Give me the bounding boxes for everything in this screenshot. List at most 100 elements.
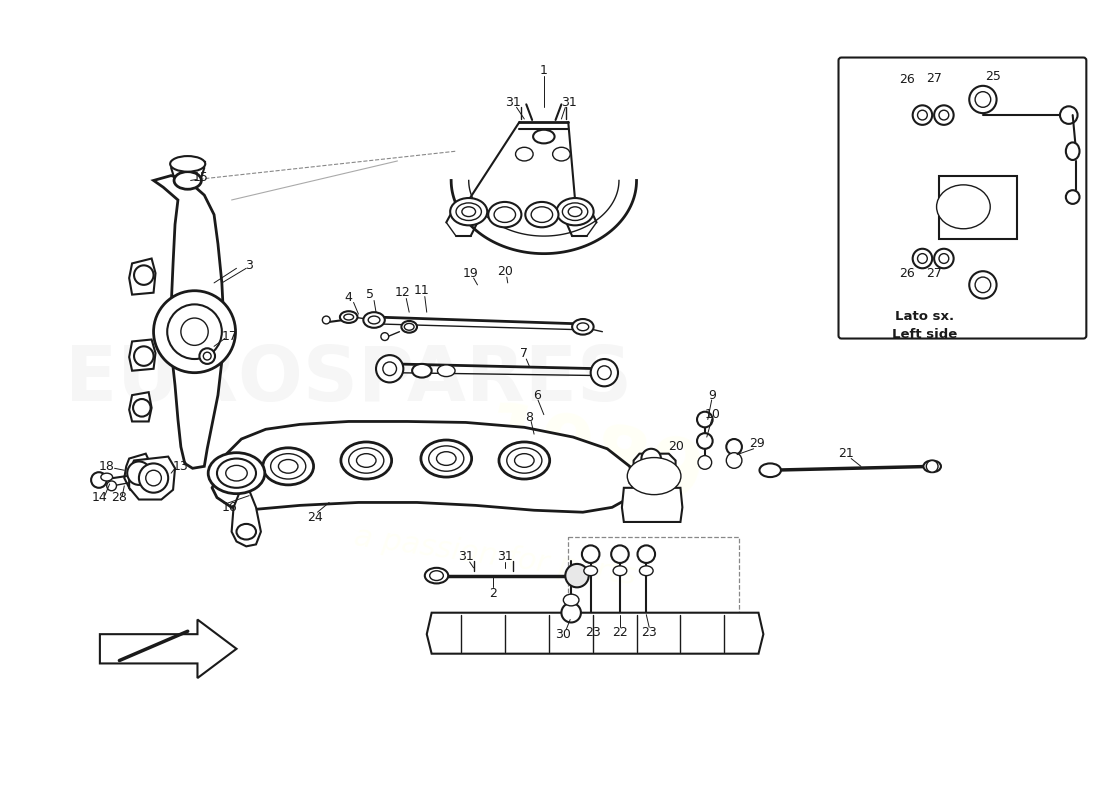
Text: 5: 5	[366, 288, 374, 301]
Ellipse shape	[341, 442, 392, 479]
Text: 16: 16	[222, 501, 238, 514]
Circle shape	[934, 249, 954, 268]
Text: 23: 23	[585, 626, 601, 638]
Circle shape	[133, 399, 151, 417]
Ellipse shape	[421, 440, 472, 477]
Polygon shape	[129, 258, 155, 294]
Ellipse shape	[584, 566, 597, 576]
Ellipse shape	[488, 202, 521, 227]
Text: 20: 20	[668, 440, 683, 454]
Text: 14: 14	[92, 491, 108, 504]
Text: 31: 31	[458, 550, 474, 562]
Text: 1: 1	[540, 64, 548, 77]
Circle shape	[134, 346, 154, 366]
Ellipse shape	[412, 364, 431, 378]
Circle shape	[697, 433, 713, 449]
Circle shape	[917, 254, 927, 263]
Ellipse shape	[381, 333, 388, 341]
Circle shape	[597, 366, 612, 379]
Polygon shape	[232, 483, 261, 546]
Ellipse shape	[456, 203, 482, 221]
Ellipse shape	[562, 203, 587, 221]
Polygon shape	[427, 613, 763, 654]
Ellipse shape	[208, 453, 265, 494]
Text: 1989: 1989	[475, 397, 711, 520]
Ellipse shape	[578, 323, 588, 330]
Circle shape	[698, 456, 712, 470]
Circle shape	[697, 412, 713, 427]
Text: 7: 7	[520, 346, 528, 360]
Circle shape	[565, 564, 588, 587]
Text: 21: 21	[838, 447, 855, 460]
Text: 6: 6	[534, 389, 541, 402]
Ellipse shape	[936, 185, 990, 229]
Ellipse shape	[494, 207, 516, 222]
Circle shape	[591, 359, 618, 386]
Circle shape	[726, 453, 741, 468]
Ellipse shape	[170, 156, 206, 172]
Ellipse shape	[552, 147, 570, 161]
Circle shape	[383, 362, 396, 376]
Ellipse shape	[430, 570, 443, 581]
Ellipse shape	[402, 321, 417, 333]
Text: 26: 26	[899, 266, 915, 280]
Text: 19: 19	[463, 266, 478, 280]
FancyBboxPatch shape	[838, 58, 1087, 338]
Text: Lato sx.
Left side: Lato sx. Left side	[892, 310, 957, 342]
Polygon shape	[621, 488, 682, 522]
Ellipse shape	[1066, 142, 1079, 160]
Ellipse shape	[263, 448, 313, 485]
Circle shape	[204, 352, 211, 360]
Circle shape	[107, 481, 117, 490]
Circle shape	[638, 546, 656, 563]
Circle shape	[91, 472, 107, 488]
Circle shape	[934, 106, 954, 125]
Circle shape	[913, 249, 932, 268]
Ellipse shape	[174, 172, 201, 190]
Ellipse shape	[639, 566, 653, 576]
Circle shape	[561, 603, 581, 622]
Circle shape	[612, 546, 629, 563]
Text: 29: 29	[749, 438, 764, 450]
Text: EUROSPARES: EUROSPARES	[65, 343, 632, 418]
Text: 20: 20	[497, 265, 513, 278]
Ellipse shape	[226, 466, 248, 481]
Ellipse shape	[429, 446, 464, 471]
Ellipse shape	[759, 463, 781, 477]
Ellipse shape	[363, 312, 385, 328]
Text: 18: 18	[99, 460, 114, 473]
Ellipse shape	[563, 594, 579, 606]
Text: 13: 13	[173, 460, 189, 473]
Circle shape	[926, 461, 938, 472]
Ellipse shape	[499, 442, 550, 479]
Ellipse shape	[507, 448, 542, 473]
Text: 25: 25	[984, 70, 1001, 82]
Circle shape	[199, 348, 214, 364]
Polygon shape	[129, 392, 152, 422]
Circle shape	[139, 463, 168, 493]
Polygon shape	[154, 175, 223, 468]
Ellipse shape	[437, 452, 456, 466]
Circle shape	[167, 304, 222, 359]
Text: 11: 11	[414, 284, 430, 298]
Ellipse shape	[627, 458, 681, 494]
Text: 4: 4	[344, 291, 353, 304]
Text: 31: 31	[505, 96, 520, 109]
Polygon shape	[129, 339, 155, 370]
Ellipse shape	[1066, 190, 1079, 204]
Ellipse shape	[425, 568, 448, 583]
Text: 27: 27	[926, 266, 942, 280]
Circle shape	[128, 462, 151, 485]
Circle shape	[180, 318, 208, 346]
Ellipse shape	[356, 454, 376, 467]
Circle shape	[154, 290, 235, 373]
Text: 8: 8	[525, 411, 533, 424]
Text: 10: 10	[705, 408, 720, 421]
Ellipse shape	[1060, 106, 1078, 124]
Circle shape	[975, 277, 991, 293]
Text: 2: 2	[490, 586, 497, 600]
Ellipse shape	[557, 198, 594, 226]
Polygon shape	[212, 422, 634, 512]
Ellipse shape	[462, 207, 475, 217]
Ellipse shape	[534, 130, 554, 143]
